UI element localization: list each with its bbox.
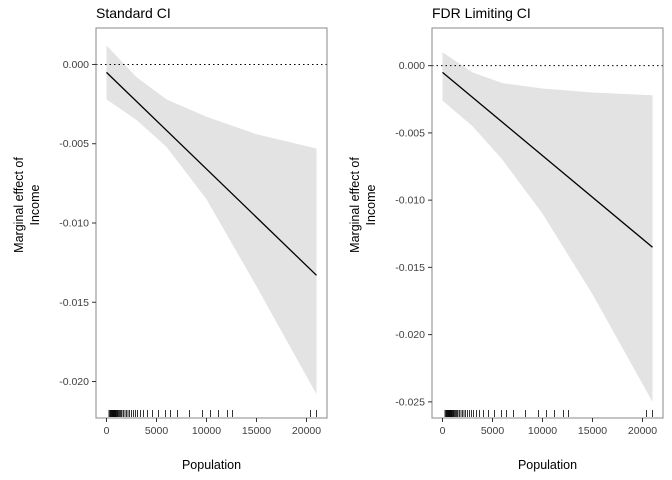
x-tick-label: 15000	[242, 425, 271, 437]
x-tick-label: 10000	[528, 425, 557, 437]
panel-border	[431, 27, 664, 419]
x-tick-label: 10000	[192, 425, 221, 437]
confidence-ribbon	[106, 45, 317, 395]
x-tick-label: 5000	[145, 425, 169, 437]
chart-title-fdr-limiting-ci: FDR Limiting CI	[432, 5, 531, 21]
confidence-ribbon	[442, 52, 653, 402]
y-tick-label: -0.025	[395, 396, 425, 408]
x-tick-label: 0	[104, 425, 110, 437]
y-tick-label: -0.015	[59, 297, 89, 309]
y-tick-label: -0.020	[59, 376, 89, 388]
marginal-effect-line	[106, 71, 317, 276]
x-tick-label: 5000	[481, 425, 505, 437]
chart-title-standard-ci: Standard CI	[96, 5, 171, 21]
x-tick-label: 15000	[578, 425, 607, 437]
plot-area-fdr-limiting-ci: 0 5000 10000 15000 20000 0.000 -0.005 -0.010 -0.…	[395, 27, 664, 437]
y-tick-label: -0.020	[395, 329, 425, 341]
y-tick-label: -0.010	[59, 218, 89, 230]
y-tick-label: -0.010	[395, 195, 425, 207]
x-tick-label: 20000	[628, 425, 657, 437]
y-tick-label: 0.000	[399, 60, 425, 72]
marginal-effect-line	[442, 71, 653, 248]
y-tick-label: -0.005	[395, 127, 425, 139]
x-tick-label: 20000	[292, 425, 321, 437]
x-axis-label: Population	[181, 458, 242, 472]
y-tick-label: 0.000	[63, 59, 89, 71]
y-tick-label: -0.015	[395, 262, 425, 274]
plot-area-standard-ci: 0 5000 10000 15000 20000 0.000 -0.005 -0.010 -0.…	[59, 27, 328, 437]
y-tick-label: -0.005	[59, 138, 89, 150]
panel-fdr-limiting-ci: FDR Limiting CI Marginal effect of Incom…	[336, 0, 672, 480]
x-tick-label: 0	[440, 425, 446, 437]
x-axis-label: Population	[517, 458, 578, 472]
